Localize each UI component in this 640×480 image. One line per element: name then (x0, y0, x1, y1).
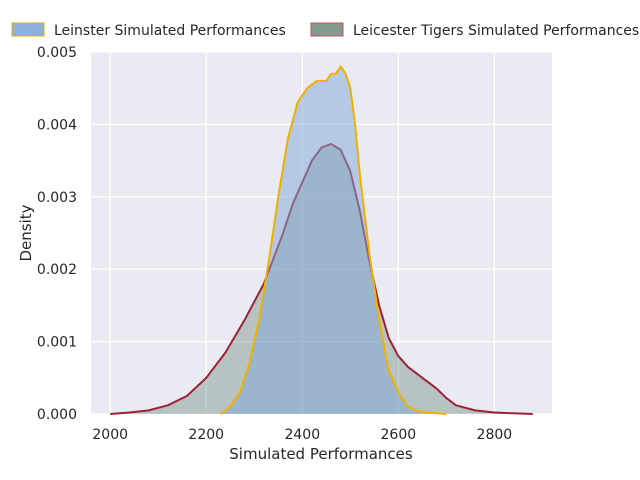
density-areas (110, 65, 533, 415)
y-tick-label-1: 0.001 (37, 335, 77, 351)
density-line-leinster (220, 65, 447, 415)
y-tick-label-2: 0.002 (37, 262, 77, 278)
x-tick-labels: 2000 2200 2400 2600 2800 (92, 427, 512, 443)
y-tick-label-5: 0.005 (37, 45, 77, 61)
x-axis-label: Simulated Performances (229, 445, 413, 463)
y-axis-label: Density (17, 204, 35, 261)
y-tick-label-0: 0.000 (37, 407, 77, 423)
y-tick-label-3: 0.003 (37, 190, 77, 206)
y-tick-labels: 0.000 0.001 0.002 0.003 0.004 0.005 (37, 45, 77, 423)
legend-label-leicester: Leicester Tigers Simulated Performances (353, 23, 639, 39)
x-tick-label-2: 2400 (284, 427, 320, 443)
legend-swatch-leicester (310, 22, 344, 37)
density-area-leinster (220, 66, 447, 414)
y-tick-label-4: 0.004 (37, 117, 77, 133)
legend-swatch-leinster (11, 22, 45, 37)
legend: Leinster Simulated Performances Leiceste… (11, 22, 639, 39)
x-tick-label-3: 2600 (381, 427, 417, 443)
x-tick-label-1: 2200 (188, 427, 224, 443)
x-tick-label-4: 2800 (477, 427, 513, 443)
x-tick-label-0: 2000 (92, 427, 128, 443)
legend-label-leinster: Leinster Simulated Performances (54, 23, 286, 39)
